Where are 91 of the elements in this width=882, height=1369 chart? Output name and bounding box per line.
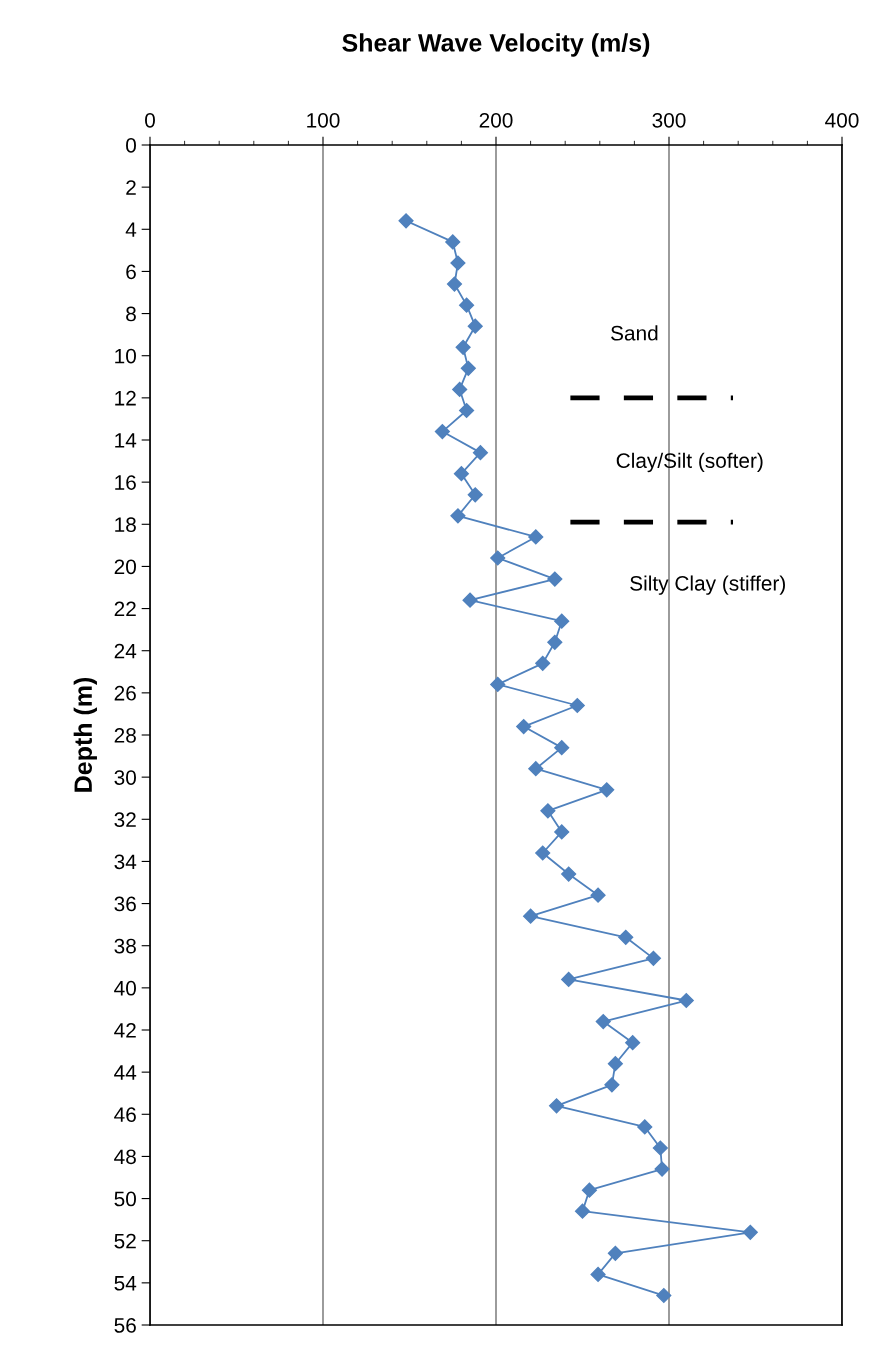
x-tick-label: 300 — [652, 112, 686, 128]
point — [490, 550, 506, 566]
chart-title: Shear Wave Velocity (m/s) — [342, 33, 650, 57]
y-axis-title: Depth (m) — [73, 677, 97, 792]
point — [654, 1161, 670, 1177]
y-tick-label: 12 — [115, 390, 136, 406]
point — [574, 1203, 591, 1219]
point — [523, 908, 539, 924]
y-tick-label: 32 — [114, 812, 136, 828]
point — [678, 992, 694, 1009]
y-tick-label: 44 — [114, 1065, 137, 1080]
point — [607, 1056, 623, 1072]
y-tick-label: 2 — [126, 180, 136, 195]
point — [618, 929, 634, 945]
y-tick-label: 10 — [115, 348, 136, 364]
y-tick-label: 54 — [114, 1276, 137, 1291]
point — [554, 613, 570, 629]
point — [434, 424, 450, 440]
point — [472, 445, 489, 461]
y-tick-label: 24 — [114, 643, 137, 659]
x-tick-label: 100 — [307, 112, 340, 128]
point — [535, 845, 551, 861]
annotation: Silty Clay (stiffer) — [630, 575, 785, 595]
y-tick-label: 36 — [114, 896, 136, 912]
point — [569, 697, 585, 714]
point — [637, 1119, 653, 1135]
point — [450, 508, 466, 524]
point — [528, 529, 544, 545]
annotation: Clay/Silt (softer) — [616, 452, 763, 473]
point — [516, 719, 532, 735]
y-tick-label: 40 — [114, 980, 136, 996]
point — [656, 1287, 672, 1304]
point — [398, 213, 414, 229]
y-tick-label: 8 — [126, 306, 136, 322]
point — [625, 1035, 641, 1051]
x-tick-label: 200 — [479, 112, 513, 128]
point — [607, 1245, 623, 1261]
y-tick-label: 56 — [114, 1318, 136, 1333]
point — [554, 824, 570, 840]
point — [452, 381, 468, 397]
y-tick-label: 50 — [114, 1191, 136, 1207]
point — [645, 950, 662, 966]
point — [453, 466, 469, 482]
y-tick-label: 46 — [114, 1107, 136, 1123]
point — [459, 402, 475, 419]
point — [455, 339, 471, 355]
point — [540, 803, 556, 819]
annotation: Sand — [611, 325, 658, 341]
point — [460, 360, 476, 376]
point — [561, 971, 577, 987]
y-tick-label: 30 — [114, 770, 136, 785]
point — [445, 234, 461, 250]
point — [652, 1140, 668, 1156]
point — [547, 571, 563, 587]
y-tick-label: 16 — [115, 475, 136, 490]
point — [446, 276, 463, 292]
point — [467, 318, 483, 334]
point — [595, 1014, 611, 1030]
y-tick-label: 4 — [125, 222, 137, 237]
point — [450, 255, 466, 271]
point — [742, 1224, 758, 1240]
point — [548, 1098, 565, 1114]
y-tick-label: 20 — [114, 559, 136, 575]
y-tick-label: 38 — [114, 938, 136, 954]
y-tick-label: 6 — [126, 264, 136, 280]
point — [604, 1077, 620, 1093]
point — [459, 297, 475, 313]
point — [528, 761, 544, 777]
point — [462, 592, 478, 608]
x-tick-label: 0 — [145, 112, 155, 128]
y-tick-label: 14 — [115, 433, 137, 448]
point — [590, 1266, 606, 1282]
y-tick-label: 52 — [114, 1233, 136, 1249]
point — [581, 1182, 597, 1198]
point — [554, 740, 570, 756]
point — [535, 655, 551, 671]
point — [547, 634, 563, 650]
y-tick-label: 22 — [114, 601, 136, 617]
point — [467, 487, 483, 503]
y-tick-label: 18 — [115, 517, 136, 533]
y-tick-label: 28 — [114, 728, 136, 743]
point — [590, 887, 606, 903]
point — [599, 782, 615, 798]
y-tick-label: 26 — [114, 685, 136, 701]
y-tick-label: 48 — [114, 1149, 136, 1165]
y-tick-label: 34 — [114, 854, 137, 870]
y-tick-label: 0 — [126, 138, 136, 153]
point — [561, 866, 577, 882]
y-tick-label: 42 — [114, 1023, 136, 1038]
x-tick-label: 400 — [825, 112, 859, 128]
point — [490, 676, 506, 692]
